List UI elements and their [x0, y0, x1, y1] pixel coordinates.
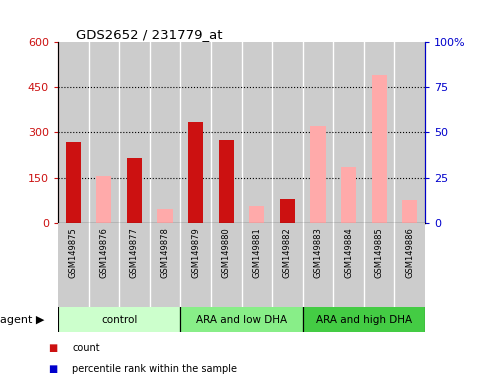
Bar	[150, 42, 180, 223]
Bar	[211, 42, 242, 223]
Bar	[303, 307, 425, 332]
Bar	[249, 206, 265, 223]
Bar	[395, 42, 425, 223]
Bar	[311, 126, 326, 223]
Text: GDS2652 / 231779_at: GDS2652 / 231779_at	[76, 28, 223, 41]
Text: GSM149884: GSM149884	[344, 227, 353, 278]
Bar	[88, 42, 119, 223]
Bar	[96, 176, 112, 223]
Bar	[180, 42, 211, 223]
Bar	[219, 140, 234, 223]
Bar	[157, 209, 173, 223]
Bar	[58, 307, 180, 332]
Bar	[333, 42, 364, 223]
Bar	[272, 42, 303, 223]
Bar	[180, 307, 303, 332]
Bar	[127, 158, 142, 223]
Text: count: count	[72, 343, 100, 353]
Text: ■: ■	[48, 364, 57, 374]
Text: GSM149877: GSM149877	[130, 227, 139, 278]
Bar	[119, 223, 150, 307]
Text: GSM149886: GSM149886	[405, 227, 414, 278]
Text: GSM149878: GSM149878	[160, 227, 170, 278]
Bar	[211, 223, 242, 307]
Bar	[333, 223, 364, 307]
Bar	[371, 75, 387, 223]
Bar	[280, 199, 295, 223]
Bar	[242, 42, 272, 223]
Text: GSM149876: GSM149876	[99, 227, 108, 278]
Bar	[242, 223, 272, 307]
Text: ARA and low DHA: ARA and low DHA	[196, 314, 287, 325]
Bar	[341, 167, 356, 223]
Text: percentile rank within the sample: percentile rank within the sample	[72, 364, 238, 374]
Text: GSM149882: GSM149882	[283, 227, 292, 278]
Bar	[188, 122, 203, 223]
Text: ■: ■	[48, 343, 57, 353]
Bar	[395, 223, 425, 307]
Text: GSM149885: GSM149885	[375, 227, 384, 278]
Bar	[272, 223, 303, 307]
Bar	[58, 223, 88, 307]
Bar	[402, 200, 417, 223]
Bar	[180, 223, 211, 307]
Text: GSM149879: GSM149879	[191, 227, 200, 278]
Bar	[303, 223, 333, 307]
Bar	[303, 42, 333, 223]
Bar	[66, 142, 81, 223]
Text: GSM149881: GSM149881	[252, 227, 261, 278]
Text: GSM149880: GSM149880	[222, 227, 231, 278]
Bar	[150, 223, 180, 307]
Text: control: control	[101, 314, 137, 325]
Text: GSM149883: GSM149883	[313, 227, 323, 278]
Bar	[364, 42, 395, 223]
Bar	[58, 42, 88, 223]
Bar	[364, 223, 395, 307]
Text: ARA and high DHA: ARA and high DHA	[316, 314, 412, 325]
Text: GSM149875: GSM149875	[69, 227, 78, 278]
Bar	[119, 42, 150, 223]
Text: agent ▶: agent ▶	[0, 314, 44, 325]
Bar	[88, 223, 119, 307]
